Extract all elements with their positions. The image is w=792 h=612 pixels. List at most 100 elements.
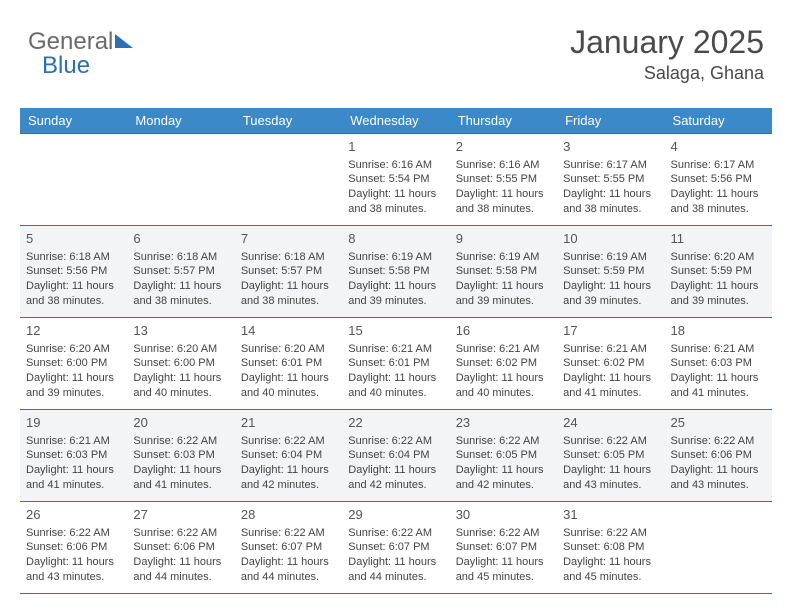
calendar-day-cell: 2Sunrise: 6:16 AMSunset: 5:55 PMDaylight…: [450, 134, 557, 226]
calendar-day-cell: 31Sunrise: 6:22 AMSunset: 6:08 PMDayligh…: [557, 502, 664, 594]
logo-triangle-icon: [115, 34, 133, 48]
dayname-header: Thursday: [450, 108, 557, 134]
day-info: Sunrise: 6:22 AMSunset: 6:08 PMDaylight:…: [563, 526, 658, 585]
day-info: Sunrise: 6:21 AMSunset: 6:03 PMDaylight:…: [671, 342, 766, 401]
calendar-day-cell: 22 Sunrise: 6:22 AMSunset: 6:04 PMDayligh…: [342, 410, 449, 502]
day-info: Sunrise: 6:22 AMSunset: 6:07 PMDaylight:…: [348, 526, 443, 585]
calendar-empty-cell: [235, 134, 342, 226]
dayname-row: SundayMondayTuesdayWednesdayThursdayFrid…: [20, 108, 772, 134]
month-title: January 2025: [570, 24, 764, 61]
day-info: Sunrise: 6:22 AMSunset: 6:06 PMDaylight:…: [133, 526, 228, 585]
logo-text-blue: Blue: [42, 52, 90, 79]
day-info: Sunrise: 6:22 AMSunset: 6:07 PMDaylight:…: [241, 526, 336, 585]
calendar-day-cell: 16Sunrise: 6:21 AMSunset: 6:02 PMDayligh…: [450, 318, 557, 410]
day-info: Sunrise: 6:18 AMSunset: 5:56 PMDaylight:…: [26, 250, 121, 309]
day-number: 4: [671, 138, 766, 156]
dayname-header: Sunday: [20, 108, 127, 134]
day-number: 27: [133, 506, 228, 524]
calendar-day-cell: 17 Sunrise: 6:21 AMSunset: 6:02 PMDayligh…: [557, 318, 664, 410]
day-info: Sunrise: 6:22 AMSunset: 6:06 PMDaylight:…: [26, 526, 121, 585]
day-number: 30: [456, 506, 551, 524]
dayname-header: Monday: [127, 108, 234, 134]
calendar-body: 1Sunrise: 6:16 AMSunset: 5:54 PMDaylight…: [20, 134, 772, 594]
calendar-day-cell: 8 Sunrise: 6:19 AMSunset: 5:58 PMDaylight…: [342, 226, 449, 318]
day-number: 5: [26, 230, 121, 248]
day-number: 12: [26, 322, 121, 340]
calendar-day-cell: 4 Sunrise: 6:17 AMSunset: 5:56 PMDaylight…: [665, 134, 772, 226]
day-number: 28: [241, 506, 336, 524]
calendar-day-cell: 23 Sunrise: 6:22 AMSunset: 6:05 PMDayligh…: [450, 410, 557, 502]
calendar-day-cell: 26Sunrise: 6:22 AMSunset: 6:06 PMDayligh…: [20, 502, 127, 594]
day-number: 1: [348, 138, 443, 156]
calendar-day-cell: 18 Sunrise: 6:21 AMSunset: 6:03 PMDayligh…: [665, 318, 772, 410]
day-info: Sunrise: 6:17 AMSunset: 5:56 PMDaylight:…: [671, 158, 766, 217]
day-number: 17: [563, 322, 658, 340]
day-number: 2: [456, 138, 551, 156]
calendar-day-cell: 5 Sunrise: 6:18 AMSunset: 5:56 PMDaylight…: [20, 226, 127, 318]
calendar-week-row: 1Sunrise: 6:16 AMSunset: 5:54 PMDaylight…: [20, 134, 772, 226]
day-number: 6: [133, 230, 228, 248]
dayname-header: Wednesday: [342, 108, 449, 134]
logo-text-blue-wrap: Blue: [42, 52, 90, 80]
calendar-day-cell: 9 Sunrise: 6:19 AMSunset: 5:58 PMDaylight…: [450, 226, 557, 318]
calendar-day-cell: 14Sunrise: 6:20 AMSunset: 6:01 PMDayligh…: [235, 318, 342, 410]
day-number: 3: [563, 138, 658, 156]
day-info: Sunrise: 6:17 AMSunset: 5:55 PMDaylight:…: [563, 158, 658, 217]
calendar-day-cell: 3 Sunrise: 6:17 AMSunset: 5:55 PMDaylight…: [557, 134, 664, 226]
day-number: 19: [26, 414, 121, 432]
calendar-day-cell: 19 Sunrise: 6:21 AMSunset: 6:03 PMDayligh…: [20, 410, 127, 502]
day-number: 20: [133, 414, 228, 432]
day-info: Sunrise: 6:19 AMSunset: 5:58 PMDaylight:…: [348, 250, 443, 309]
day-info: Sunrise: 6:21 AMSunset: 6:02 PMDaylight:…: [563, 342, 658, 401]
calendar-head: SundayMondayTuesdayWednesdayThursdayFrid…: [20, 108, 772, 134]
day-number: 23: [456, 414, 551, 432]
calendar-day-cell: 1Sunrise: 6:16 AMSunset: 5:54 PMDaylight…: [342, 134, 449, 226]
calendar-week-row: 26Sunrise: 6:22 AMSunset: 6:06 PMDayligh…: [20, 502, 772, 594]
dayname-header: Friday: [557, 108, 664, 134]
calendar-week-row: 19 Sunrise: 6:21 AMSunset: 6:03 PMDayligh…: [20, 410, 772, 502]
day-info: Sunrise: 6:21 AMSunset: 6:03 PMDaylight:…: [26, 434, 121, 493]
calendar-day-cell: 20 Sunrise: 6:22 AMSunset: 6:03 PMDayligh…: [127, 410, 234, 502]
calendar-day-cell: 7Sunrise: 6:18 AMSunset: 5:57 PMDaylight…: [235, 226, 342, 318]
calendar-day-cell: 13Sunrise: 6:20 AMSunset: 6:00 PMDayligh…: [127, 318, 234, 410]
calendar-day-cell: 27 Sunrise: 6:22 AMSunset: 6:06 PMDayligh…: [127, 502, 234, 594]
day-number: 11: [671, 230, 766, 248]
day-number: 9: [456, 230, 551, 248]
day-number: 21: [241, 414, 336, 432]
calendar-day-cell: 25Sunrise: 6:22 AMSunset: 6:06 PMDayligh…: [665, 410, 772, 502]
day-number: 7: [241, 230, 336, 248]
day-info: Sunrise: 6:22 AMSunset: 6:06 PMDaylight:…: [671, 434, 766, 493]
day-info: Sunrise: 6:22 AMSunset: 6:07 PMDaylight:…: [456, 526, 551, 585]
day-number: 29: [348, 506, 443, 524]
day-info: Sunrise: 6:22 AMSunset: 6:03 PMDaylight:…: [133, 434, 228, 493]
calendar-empty-cell: [20, 134, 127, 226]
day-info: Sunrise: 6:22 AMSunset: 6:04 PMDaylight:…: [241, 434, 336, 493]
day-info: Sunrise: 6:21 AMSunset: 6:01 PMDaylight:…: [348, 342, 443, 401]
title-block: January 2025 Salaga, Ghana: [570, 24, 764, 84]
calendar-day-cell: 24Sunrise: 6:22 AMSunset: 6:05 PMDayligh…: [557, 410, 664, 502]
calendar-day-cell: 29 Sunrise: 6:22 AMSunset: 6:07 PMDayligh…: [342, 502, 449, 594]
calendar-empty-cell: [665, 502, 772, 594]
location: Salaga, Ghana: [570, 63, 764, 84]
day-number: 14: [241, 322, 336, 340]
calendar-day-cell: 15 Sunrise: 6:21 AMSunset: 6:01 PMDayligh…: [342, 318, 449, 410]
day-number: 18: [671, 322, 766, 340]
day-info: Sunrise: 6:20 AMSunset: 6:00 PMDaylight:…: [26, 342, 121, 401]
day-info: Sunrise: 6:19 AMSunset: 5:59 PMDaylight:…: [563, 250, 658, 309]
calendar-day-cell: 6 Sunrise: 6:18 AMSunset: 5:57 PMDaylight…: [127, 226, 234, 318]
calendar-table: SundayMondayTuesdayWednesdayThursdayFrid…: [20, 108, 772, 594]
day-number: 15: [348, 322, 443, 340]
calendar-week-row: 12 Sunrise: 6:20 AMSunset: 6:00 PMDayligh…: [20, 318, 772, 410]
day-number: 10: [563, 230, 658, 248]
day-info: Sunrise: 6:18 AMSunset: 5:57 PMDaylight:…: [133, 250, 228, 309]
day-info: Sunrise: 6:19 AMSunset: 5:58 PMDaylight:…: [456, 250, 551, 309]
dayname-header: Tuesday: [235, 108, 342, 134]
dayname-header: Saturday: [665, 108, 772, 134]
day-number: 8: [348, 230, 443, 248]
day-number: 22: [348, 414, 443, 432]
day-number: 16: [456, 322, 551, 340]
calendar-empty-cell: [127, 134, 234, 226]
day-info: Sunrise: 6:22 AMSunset: 6:04 PMDaylight:…: [348, 434, 443, 493]
calendar-day-cell: 11Sunrise: 6:20 AMSunset: 5:59 PMDayligh…: [665, 226, 772, 318]
day-info: Sunrise: 6:22 AMSunset: 6:05 PMDaylight:…: [456, 434, 551, 493]
